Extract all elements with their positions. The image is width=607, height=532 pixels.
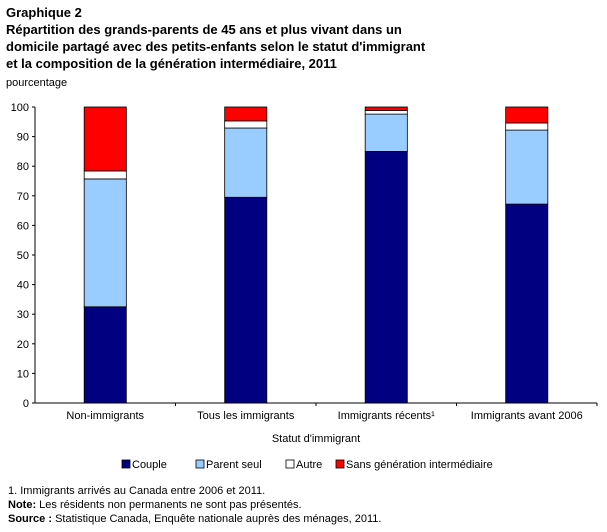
bar-segment bbox=[364, 113, 408, 152]
x-tick-label: Immigrants avant 2006 bbox=[471, 410, 583, 422]
footnote: 1. Immigrants arrivés au Canada entre 20… bbox=[8, 485, 265, 497]
source: Source : Statistique Canada, Enquête nat… bbox=[8, 513, 381, 525]
x-tick-label: Tous les immigrants bbox=[197, 410, 295, 422]
bar-segment bbox=[224, 127, 268, 198]
bar-segment bbox=[224, 196, 268, 404]
y-tick-label: 40 bbox=[17, 280, 29, 292]
bar-segment bbox=[364, 106, 408, 111]
bar-segment bbox=[224, 120, 268, 129]
x-tick-label: Non-immigrants bbox=[66, 410, 144, 422]
y-tick-label: 90 bbox=[17, 132, 29, 144]
x-tick-label: Immigrants récents¹ bbox=[338, 410, 436, 422]
bar-segment bbox=[224, 106, 268, 122]
title-line: domicile partagé avec des petits-enfants… bbox=[6, 39, 426, 54]
source-text: Statistique Canada, Enquête nationale au… bbox=[52, 513, 381, 525]
legend-label: Couple bbox=[132, 459, 167, 471]
legend-marker bbox=[335, 459, 345, 469]
y-tick-label: 20 bbox=[17, 339, 29, 351]
y-tick-label: 50 bbox=[17, 250, 29, 262]
y-tick-label: 0 bbox=[23, 398, 29, 410]
y-tick-label: 10 bbox=[17, 368, 29, 380]
bar-segment bbox=[83, 170, 127, 180]
y-tick-label: 30 bbox=[17, 309, 29, 321]
legend-label: Parent seul bbox=[206, 459, 262, 471]
bar-segment bbox=[83, 106, 127, 172]
bar-segment bbox=[505, 203, 549, 404]
y-tick-label: 70 bbox=[17, 191, 29, 203]
bar-segment bbox=[83, 306, 127, 404]
y-axis-label: pourcentage bbox=[6, 77, 67, 89]
bar-segment bbox=[83, 178, 127, 308]
y-tick-label: 60 bbox=[17, 220, 29, 232]
note-text: Les résidents non permanents ne sont pas… bbox=[36, 499, 301, 511]
y-tick-label: 80 bbox=[17, 161, 29, 173]
note: Note: Les résidents non permanents ne so… bbox=[8, 499, 302, 511]
x-axis-label: Statut d'immigrant bbox=[272, 433, 360, 445]
bar-segment bbox=[505, 106, 549, 124]
legend-marker bbox=[285, 459, 295, 469]
note-label: Note: bbox=[8, 499, 36, 511]
title-line: et la composition de la génération inter… bbox=[6, 56, 337, 71]
title-line: Répartition des grands-parents de 45 ans… bbox=[6, 22, 402, 37]
bar-segment bbox=[505, 122, 549, 131]
legend-marker bbox=[121, 459, 131, 469]
legend-label: Sans génération intermédiaire bbox=[346, 459, 493, 471]
bar-segment bbox=[364, 150, 408, 404]
bar-segment bbox=[505, 129, 549, 205]
source-label: Source : bbox=[8, 513, 52, 525]
chart-label: Graphique 2 bbox=[6, 5, 82, 20]
legend-label: Autre bbox=[296, 459, 322, 471]
y-tick-label: 100 bbox=[11, 102, 29, 114]
bar-segment bbox=[364, 110, 408, 115]
legend-marker bbox=[195, 459, 205, 469]
